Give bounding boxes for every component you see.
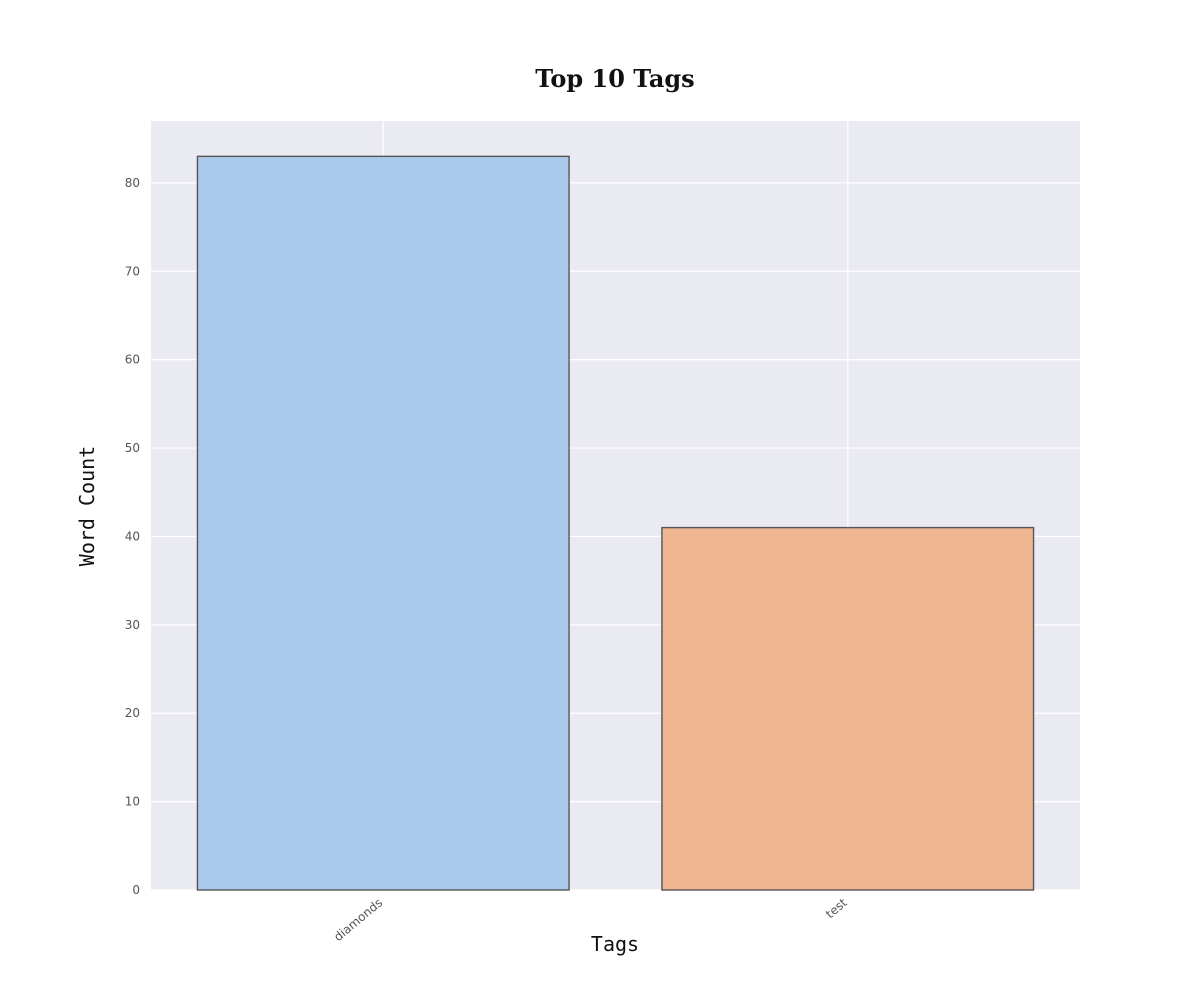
y-tick-label: 30 [125, 618, 140, 632]
y-tick-label: 0 [132, 883, 140, 897]
y-tick-label: 80 [125, 176, 140, 190]
y-tick-label: 60 [125, 353, 140, 367]
bar-test [661, 526, 1035, 891]
y-tick-label: 70 [125, 264, 140, 278]
y-tick-label: 20 [125, 706, 140, 720]
x-axis-label: Tags [590, 932, 640, 956]
y-tick-label: 40 [125, 529, 140, 543]
bar-diamonds [196, 155, 570, 891]
y-tick-label: 50 [125, 441, 140, 455]
y-tick-label: 10 [125, 795, 140, 809]
x-tick-label: diamonds [331, 896, 385, 945]
x-tick-label: test [823, 895, 850, 921]
chart-title: Top 10 Tags [535, 64, 695, 93]
